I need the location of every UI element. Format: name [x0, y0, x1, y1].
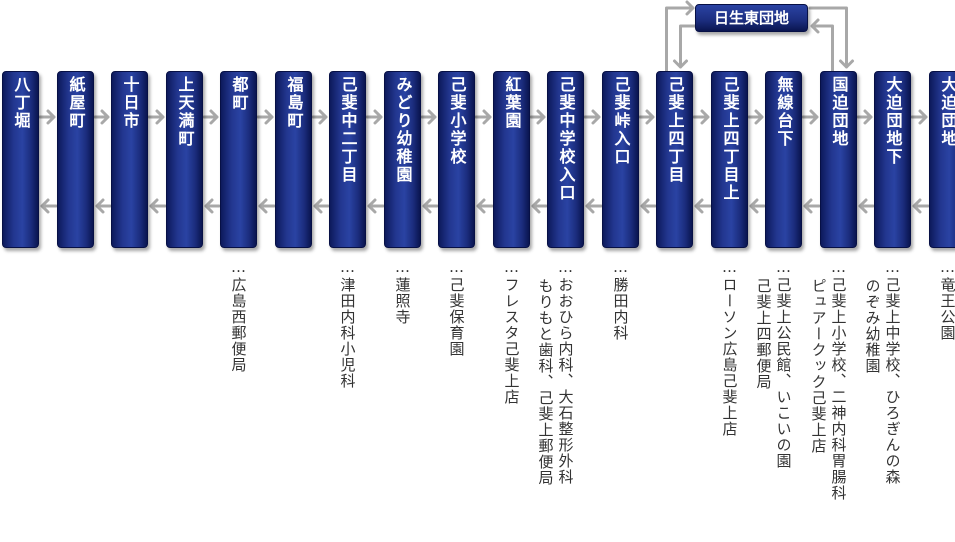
arrow-inbound [803, 198, 821, 214]
stop-18-landmarks: …竜王公園 [938, 258, 955, 341]
stop-1: 八丁堀 [2, 71, 39, 248]
stop-9-landmarks: …己斐保育園 [447, 258, 467, 357]
arrow-inbound [749, 198, 766, 214]
landmark-line: 己斐上四郵便局 [754, 278, 773, 390]
stop-18: 大迫団地 [929, 71, 955, 248]
arrow-branch-left-in [665, 0, 695, 73]
arrow-outbound [147, 109, 165, 125]
stop-5-landmarks: …広島西郵便局 [229, 258, 249, 373]
arrow-inbound [313, 198, 330, 214]
stop-10: 紅葉園 [493, 71, 530, 248]
arrow-inbound [258, 198, 276, 214]
stop-13: 己斐上四丁目 [656, 71, 693, 248]
arrow-outbound [93, 109, 110, 125]
arrow-inbound [476, 198, 494, 214]
landmark-line: …勝田内科 [611, 258, 630, 341]
stop-4: 上天満町 [166, 71, 203, 248]
landmark-line: …津田内科小児科 [338, 258, 357, 389]
arrow-outbound [365, 109, 383, 125]
arrow-inbound [367, 198, 385, 214]
arrow-outbound [202, 109, 219, 125]
stop-17-landmarks: …己斐上中学校、ひろぎんの森 のぞみ幼稚園 [863, 258, 903, 485]
branch-stop-box: 日生東団地 [695, 4, 808, 32]
arrow-outbound [474, 109, 492, 125]
stop-6: 福島町 [275, 71, 312, 248]
landmark-line: …ローソン広島己斐上店 [720, 258, 739, 437]
stop-7: 己斐中二丁目 [329, 71, 366, 248]
arrow-outbound [38, 109, 56, 125]
arrow-outbound [856, 109, 873, 125]
landmark-line: もりもと歯科、己斐上郵便局 [536, 278, 555, 486]
arrow-inbound [204, 198, 221, 214]
arrow-inbound [858, 198, 875, 214]
arrow-inbound [149, 198, 167, 214]
stop-16-landmarks: …己斐上小学校、二神内科胃腸科 ピュアークック己斐上店 [809, 258, 849, 501]
arrow-branch-left-out [673, 24, 697, 69]
arrow-outbound [583, 109, 601, 125]
landmark-line: のぞみ幼稚園 [863, 278, 882, 374]
stop-8: みどり幼稚園 [384, 71, 421, 248]
landmark-line: …広島西郵便局 [229, 258, 248, 373]
landmark-line: …フレスタ己斐上店 [502, 258, 521, 405]
landmark-line: …おおひら内科、大石整形外科 [556, 258, 575, 485]
stop-5: 都町 [220, 71, 257, 248]
arrow-inbound [694, 198, 712, 214]
landmark-line: …蓮照寺 [393, 258, 412, 325]
stop-14-landmarks: …ローソン広島己斐上店 [720, 258, 740, 437]
arrow-branch-right-out [808, 6, 854, 69]
arrow-branch-right-in [810, 18, 834, 73]
stop-12-landmarks: …勝田内科 [611, 258, 631, 341]
arrow-inbound [422, 198, 439, 214]
landmark-line: …己斐保育園 [447, 258, 466, 357]
stop-16: 国迫団地 [820, 71, 857, 248]
arrow-inbound [95, 198, 112, 214]
stop-2: 紙屋町 [57, 71, 94, 248]
stop-7-landmarks: …津田内科小児科 [338, 258, 358, 389]
arrow-outbound [420, 109, 437, 125]
landmark-line: …竜王公園 [938, 258, 955, 341]
stop-10-landmarks: …フレスタ己斐上店 [502, 258, 522, 405]
landmark-line: ピュアークック己斐上店 [809, 278, 828, 454]
stop-15-landmarks: …己斐上公民館、いこいの園 己斐上四郵便局 [754, 258, 794, 469]
landmark-line: …己斐上中学校、ひろぎんの森 [883, 258, 902, 485]
arrow-outbound [801, 109, 819, 125]
stop-14: 己斐上四丁目上 [711, 71, 748, 248]
arrow-inbound [640, 198, 657, 214]
arrow-outbound [256, 109, 274, 125]
landmark-line: …己斐上公民館、いこいの園 [774, 258, 793, 469]
arrow-inbound [912, 198, 930, 214]
arrow-inbound [531, 198, 548, 214]
stop-9: 己斐小学校 [438, 71, 475, 248]
landmark-line: …己斐上小学校、二神内科胃腸科 [829, 258, 848, 501]
stop-15: 無線台下 [765, 71, 802, 248]
stop-11-landmarks: …おおひら内科、大石整形外科 もりもと歯科、己斐上郵便局 [536, 258, 576, 486]
arrow-outbound [910, 109, 928, 125]
arrow-outbound [311, 109, 328, 125]
arrow-inbound [40, 198, 58, 214]
stop-12: 己斐峠入口 [602, 71, 639, 248]
stop-17: 大迫団地下 [874, 71, 911, 248]
arrow-outbound [692, 109, 710, 125]
arrow-outbound [529, 109, 546, 125]
arrow-inbound [585, 198, 603, 214]
stop-3: 十日市 [111, 71, 148, 248]
stop-8-landmarks: …蓮照寺 [393, 258, 413, 325]
arrow-outbound [747, 109, 764, 125]
stop-11: 己斐中学校入口 [547, 71, 584, 248]
arrow-outbound [638, 109, 655, 125]
